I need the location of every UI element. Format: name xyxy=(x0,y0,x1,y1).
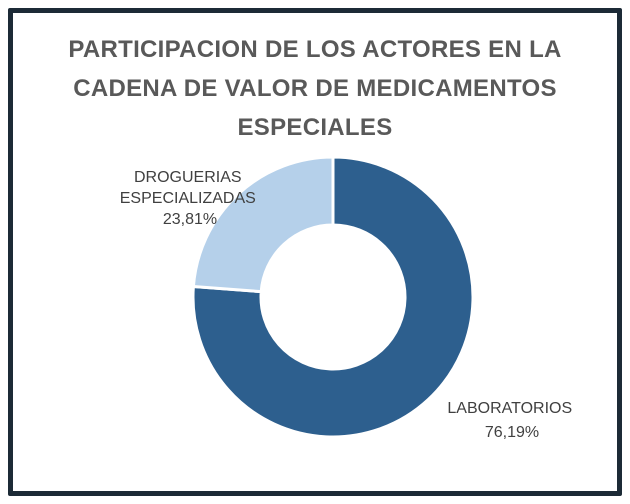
donut-slice-laboratorios xyxy=(191,155,475,439)
slice-label-laboratorios: LABORATORIOS 76,19% xyxy=(447,400,576,441)
chart-title-line-3: ESPECIALES xyxy=(237,114,393,141)
slice-label-droguerias: DROGUERIAS ESPECIALIZADAS 23,81% xyxy=(120,169,261,228)
slice-label-droguerias-name-1: DROGUERIAS xyxy=(134,169,242,186)
chart-title-line-2: CADENA DE VALOR DE MEDICAMENTOS xyxy=(73,75,557,102)
donut-slice-droguerias xyxy=(191,155,335,294)
slice-label-laboratorios-name: LABORATORIOS xyxy=(447,400,572,417)
slice-label-laboratorios-value: 76,19% xyxy=(485,424,539,441)
slice-label-droguerias-name-2: ESPECIALIZADAS xyxy=(120,190,256,207)
chart-title: PARTICIPACION DE LOS ACTORES EN LA CADEN… xyxy=(20,30,610,147)
donut-slices xyxy=(191,155,475,439)
slice-label-droguerias-value: 23,81% xyxy=(163,211,217,228)
chart-title-line-1: PARTICIPACION DE LOS ACTORES EN LA xyxy=(68,36,562,63)
